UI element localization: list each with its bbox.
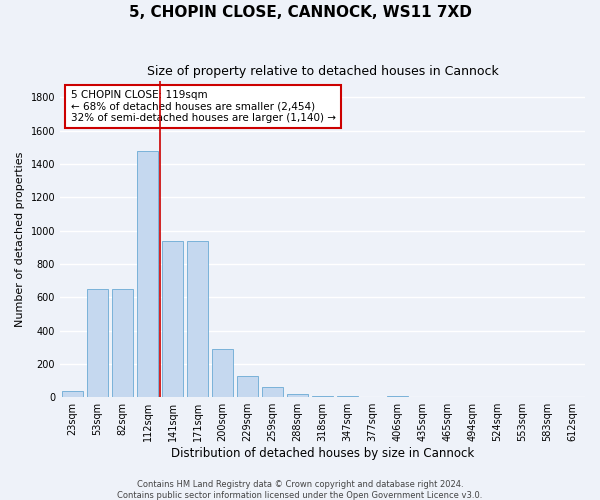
Bar <box>287 394 308 397</box>
Title: Size of property relative to detached houses in Cannock: Size of property relative to detached ho… <box>146 65 499 78</box>
Bar <box>212 349 233 397</box>
Text: 5 CHOPIN CLOSE: 119sqm
← 68% of detached houses are smaller (2,454)
32% of semi-: 5 CHOPIN CLOSE: 119sqm ← 68% of detached… <box>71 90 335 124</box>
Bar <box>62 391 83 397</box>
Bar <box>337 396 358 397</box>
Bar <box>137 152 158 397</box>
Y-axis label: Number of detached properties: Number of detached properties <box>15 151 25 326</box>
Text: Contains HM Land Registry data © Crown copyright and database right 2024.
Contai: Contains HM Land Registry data © Crown c… <box>118 480 482 500</box>
Bar <box>87 289 108 397</box>
Bar <box>387 396 408 397</box>
Bar <box>262 387 283 397</box>
Bar <box>187 240 208 397</box>
X-axis label: Distribution of detached houses by size in Cannock: Distribution of detached houses by size … <box>171 447 474 460</box>
Bar <box>237 376 258 397</box>
Bar <box>162 240 183 397</box>
Text: 5, CHOPIN CLOSE, CANNOCK, WS11 7XD: 5, CHOPIN CLOSE, CANNOCK, WS11 7XD <box>128 5 472 20</box>
Bar <box>312 396 333 397</box>
Bar <box>112 289 133 397</box>
